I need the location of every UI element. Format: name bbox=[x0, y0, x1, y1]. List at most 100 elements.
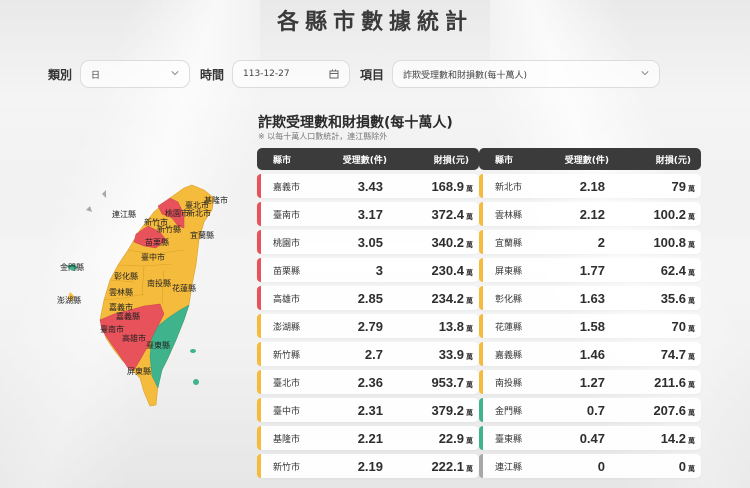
map-label: 宜蘭縣 bbox=[190, 231, 214, 240]
category-label: 類別 bbox=[48, 67, 73, 82]
table-row[interactable]: 連江縣 0 0 萬 bbox=[479, 454, 701, 478]
cases-value: 2.85 bbox=[357, 290, 383, 306]
category-select[interactable]: 日 bbox=[80, 60, 191, 88]
table-row[interactable]: 雲林縣 2.12 100.2 萬 bbox=[479, 202, 701, 226]
cases-value: 2.19 bbox=[357, 458, 383, 474]
map-region-tainan-kaohsiung bbox=[99, 303, 165, 371]
table-row[interactable]: 新竹市 2.19 222.1 萬 bbox=[257, 454, 479, 478]
table-row[interactable]: 新竹縣 2.7 33.9 萬 bbox=[257, 342, 479, 366]
loss-unit: 萬 bbox=[688, 185, 695, 193]
level-indicator bbox=[479, 230, 483, 254]
level-indicator bbox=[479, 342, 483, 366]
loss-cell: 234.2 萬 bbox=[383, 291, 473, 306]
table-row[interactable]: 桃園市 3.05 340.2 萬 bbox=[257, 230, 479, 254]
table-header: 縣市 受理數(件) 財損(元) bbox=[257, 148, 479, 170]
loss-unit: 萬 bbox=[688, 465, 695, 473]
taiwan-map-graphic bbox=[66, 184, 215, 407]
county-name: 金門縣 bbox=[495, 406, 523, 417]
county-name: 臺北市 bbox=[273, 378, 301, 389]
table-row[interactable]: 屏東縣 1.77 62.4 萬 bbox=[479, 258, 701, 282]
level-indicator bbox=[257, 426, 261, 450]
county-name: 宜蘭縣 bbox=[495, 238, 523, 249]
table-row[interactable]: 臺東縣 0.47 14.2 萬 bbox=[479, 426, 701, 450]
table-row[interactable]: 嘉義市 3.43 168.9 萬 bbox=[257, 174, 479, 198]
county-name: 臺中市 bbox=[273, 406, 301, 417]
table-row[interactable]: 宜蘭縣 2 100.8 萬 bbox=[479, 230, 701, 254]
table-row[interactable]: 基隆市 2.21 22.9 萬 bbox=[257, 426, 479, 450]
date-value: 113-12-27 bbox=[243, 69, 290, 79]
loss-cell: 953.7 萬 bbox=[383, 375, 473, 390]
header-county: 縣市 bbox=[273, 155, 292, 166]
loss-unit: 萬 bbox=[688, 297, 695, 305]
loss-unit: 萬 bbox=[688, 409, 695, 417]
table-row[interactable]: 花蓮縣 1.58 70 萬 bbox=[479, 314, 701, 338]
county-name: 高雄市 bbox=[273, 294, 301, 305]
loss-value: 340.2 bbox=[431, 234, 464, 250]
loss-value: 211.6 bbox=[654, 374, 686, 390]
loss-cell: 230.4 萬 bbox=[383, 263, 473, 278]
table-row[interactable]: 臺中市 2.31 379.2 萬 bbox=[257, 398, 479, 422]
loss-cell: 14.2 萬 bbox=[605, 431, 695, 446]
item-select[interactable]: 詐欺受理數和財損數(每十萬人) bbox=[392, 60, 661, 88]
filter-bar: 類別 日 時間 113-12-27 項目 詐欺受理數和財損數(每十萬人) bbox=[48, 60, 661, 88]
table-row[interactable]: 彰化縣 1.63 35.6 萬 bbox=[479, 286, 701, 310]
table-row[interactable]: 南投縣 1.27 211.6 萬 bbox=[479, 370, 701, 394]
table-row[interactable]: 澎湖縣 2.79 13.8 萬 bbox=[257, 314, 479, 338]
table-row[interactable]: 金門縣 0.7 207.6 萬 bbox=[479, 398, 701, 422]
map-region-taitung bbox=[149, 304, 190, 389]
map-region-miaoli bbox=[133, 225, 167, 249]
level-indicator bbox=[479, 286, 483, 310]
level-indicator bbox=[257, 202, 261, 226]
county-name: 新北市 bbox=[495, 182, 523, 193]
county-name: 基隆市 bbox=[273, 434, 301, 445]
cases-value: 3.17 bbox=[357, 206, 383, 222]
county-name: 新竹縣 bbox=[273, 350, 301, 361]
loss-unit: 萬 bbox=[688, 353, 695, 361]
cases-value: 2.31 bbox=[357, 402, 383, 418]
loss-cell: 62.4 萬 bbox=[605, 263, 695, 278]
table-header: 縣市 受理數(件) 財損(元) bbox=[479, 148, 701, 170]
level-indicator bbox=[479, 370, 483, 394]
map-label: 新竹市 bbox=[144, 218, 168, 227]
map-label: 花蓮縣 bbox=[172, 284, 196, 293]
cases-value: 2.12 bbox=[579, 206, 605, 222]
time-label: 時間 bbox=[200, 67, 225, 82]
stats-table-right: 縣市 受理數(件) 財損(元) 新北市 2.18 79 萬雲林縣 2.12 100.2 萬宜… bbox=[479, 148, 701, 482]
loss-unit: 萬 bbox=[466, 185, 473, 193]
table-row[interactable]: 臺北市 2.36 953.7 萬 bbox=[257, 370, 479, 394]
level-indicator bbox=[257, 370, 261, 394]
table-row[interactable]: 高雄市 2.85 234.2 萬 bbox=[257, 286, 479, 310]
chevron-down-icon bbox=[171, 71, 179, 76]
map-label: 嘉義縣 bbox=[116, 312, 140, 321]
county-name: 臺東縣 bbox=[495, 434, 523, 445]
cases-value: 2 bbox=[597, 234, 605, 250]
table-row[interactable]: 嘉義縣 1.46 74.7 萬 bbox=[479, 342, 701, 366]
cases-value: 0 bbox=[597, 458, 605, 474]
level-indicator bbox=[479, 258, 483, 282]
cases-value: 2.7 bbox=[364, 346, 383, 362]
loss-cell: 35.6 萬 bbox=[605, 291, 695, 306]
table-row[interactable]: 新北市 2.18 79 萬 bbox=[479, 174, 701, 198]
map-label: 臺北市 bbox=[185, 201, 209, 210]
level-indicator bbox=[479, 174, 483, 198]
level-indicator bbox=[257, 314, 261, 338]
loss-unit: 萬 bbox=[466, 381, 473, 389]
cases-value: 1.77 bbox=[579, 262, 605, 278]
loss-value: 100.2 bbox=[653, 206, 686, 222]
level-indicator bbox=[479, 314, 483, 338]
map-label: 金門縣 bbox=[60, 263, 84, 272]
table-row[interactable]: 臺南市 3.17 372.4 萬 bbox=[257, 202, 479, 226]
map-label: 嘉義市 bbox=[109, 303, 133, 312]
loss-cell: 100.2 萬 bbox=[605, 207, 695, 222]
map-label: 桃園市 bbox=[165, 209, 189, 218]
county-name: 苗栗縣 bbox=[273, 266, 301, 277]
date-picker[interactable]: 113-12-27 bbox=[232, 60, 351, 88]
header-county: 縣市 bbox=[495, 155, 514, 166]
loss-cell: 100.8 萬 bbox=[605, 235, 695, 250]
cases-value: 2.21 bbox=[357, 430, 383, 446]
loss-cell: 79 萬 bbox=[605, 179, 695, 194]
map-label: 連江縣 bbox=[112, 210, 136, 219]
cases-value: 3.43 bbox=[357, 178, 383, 194]
table-row[interactable]: 苗栗縣 3 230.4 萬 bbox=[257, 258, 479, 282]
